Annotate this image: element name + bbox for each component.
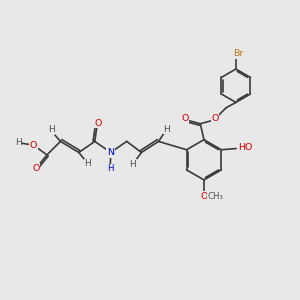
Text: O: O [32,164,40,173]
Text: O: O [211,114,219,123]
Text: H: H [15,138,22,147]
Text: O: O [30,141,37,150]
Text: H: H [163,124,170,134]
Text: O: O [200,192,208,201]
Text: O: O [181,114,188,123]
Text: Br: Br [233,49,243,58]
Text: H: H [84,160,91,169]
Text: N: N [107,148,114,157]
Text: H: H [129,160,136,169]
Text: O: O [95,118,102,127]
Text: CH₃: CH₃ [208,192,224,201]
Text: H: H [48,125,55,134]
Text: HO: HO [238,143,253,152]
Text: H: H [107,164,113,173]
